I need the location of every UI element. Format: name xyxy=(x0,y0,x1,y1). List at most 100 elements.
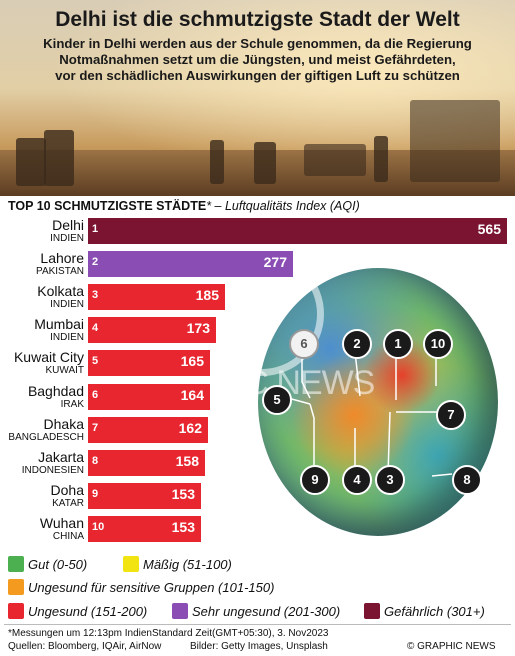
legend-item-ungesund: Ungesund (151-200) xyxy=(8,603,147,619)
photo-bus xyxy=(410,100,500,182)
bar: 5 165 xyxy=(88,350,210,376)
picture-credit: Bilder: Getty Images, Unsplash xyxy=(190,641,328,652)
country-name: INDIEN xyxy=(50,233,84,244)
legend-item-ungesund-sensitive: Ungesund für sensitive Gruppen (101-150) xyxy=(8,579,274,595)
legend-swatch xyxy=(172,603,188,619)
divider xyxy=(4,624,511,625)
photo-car xyxy=(304,144,366,176)
legend-swatch xyxy=(123,556,139,572)
bar-rank: 7 xyxy=(92,422,99,434)
legend-label: Ungesund für sensitive Gruppen (101-150) xyxy=(28,580,275,595)
city-label: Baghdad IRAK xyxy=(0,383,84,411)
legend-label: Gefährlich (301+) xyxy=(384,604,485,619)
chart-header-title: TOP 10 SCHMUTZIGSTE STÄDTE xyxy=(8,199,207,213)
bar: 2 277 xyxy=(88,251,293,277)
map-marker: 7 xyxy=(436,400,466,430)
bar-value: 164 xyxy=(180,387,204,403)
legend-swatch xyxy=(8,556,24,572)
city-label: Mumbai INDIEN xyxy=(0,316,84,344)
bar-rank: 2 xyxy=(92,256,99,268)
bar-value: 158 xyxy=(175,453,199,469)
bar-rank: 1 xyxy=(92,223,99,235)
photo-motorbike-rider xyxy=(16,138,46,186)
country-name: IRAK xyxy=(60,399,84,410)
city-name: Wuhan xyxy=(39,515,84,531)
bar: 9 153 xyxy=(88,483,201,509)
legend-item-maessig: Mäßig (51-100) xyxy=(123,556,232,572)
legend-swatch xyxy=(8,603,24,619)
legend-item-gut: Gut (0-50) xyxy=(8,556,87,572)
city-label: Kuwait City KUWAIT xyxy=(0,349,84,377)
city-label: Kolkata INDIEN xyxy=(0,283,84,311)
bar-rank: 10 xyxy=(92,521,105,533)
map-marker: 6 xyxy=(289,329,319,359)
map-marker: 8 xyxy=(452,465,482,495)
country-name: BANGLADESCH xyxy=(8,432,84,443)
legend-label: Ungesund (151-200) xyxy=(28,604,148,619)
bar-rank: 3 xyxy=(92,289,99,301)
subtitle-line: vor den schädlichen Auswirkungen der gif… xyxy=(55,68,460,83)
legend-label: Gut (0-50) xyxy=(28,557,88,572)
bar-rank: 9 xyxy=(92,488,99,500)
subtitle-line: Kinder in Delhi werden aus der Schule ge… xyxy=(43,36,472,51)
bar: 3 185 xyxy=(88,284,225,310)
country-name: INDIEN xyxy=(50,332,84,343)
bar: 10 153 xyxy=(88,516,201,542)
bar-value: 153 xyxy=(171,519,195,535)
page-title: Delhi ist die schmutzigste Stadt der Wel… xyxy=(55,8,460,31)
bar: 1 565 xyxy=(88,218,507,244)
city-label: Lahore PAKISTAN xyxy=(0,250,84,278)
map-marker: 10 xyxy=(423,329,453,359)
subtitle-line: Notmaßnahmen setzt um die Jüngsten, und … xyxy=(59,52,456,67)
sources: Quellen: Bloomberg, IQAir, AirNow xyxy=(8,641,162,652)
bar-value: 565 xyxy=(477,221,501,237)
bar-rank: 8 xyxy=(92,455,99,467)
chart-header-subtitle: * – Luftqualitäts Index (AQI) xyxy=(206,199,360,213)
bar-value: 185 xyxy=(195,287,219,303)
city-name: Baghdad xyxy=(27,383,84,399)
city-name: Doha xyxy=(50,482,84,498)
country-name: INDONESIEN xyxy=(21,465,84,476)
footnote: *Messungen um 12:13pm IndienStandard Zei… xyxy=(8,628,329,639)
subtitle: Kinder in Delhi werden aus der Schule ge… xyxy=(10,36,505,84)
bar-value: 165 xyxy=(180,353,204,369)
city-name: Kuwait City xyxy=(13,349,84,365)
legend-item-gefaehrlich: Gefährlich (301+) xyxy=(364,603,485,619)
photo-pedestrian xyxy=(374,136,388,182)
map-marker: 3 xyxy=(375,465,405,495)
chart-header: TOP 10 SCHMUTZIGSTE STÄDTE* – Luftqualit… xyxy=(8,199,360,213)
bar-rank: 5 xyxy=(92,355,99,367)
legend-swatch xyxy=(8,579,24,595)
bar: 6 164 xyxy=(88,384,210,410)
city-label: Jakarta INDONESIEN xyxy=(0,450,84,477)
bar: 8 158 xyxy=(88,450,205,476)
country-name: PAKISTAN xyxy=(36,266,84,277)
photo-rider xyxy=(254,142,276,184)
city-name: Dhaka xyxy=(43,416,84,432)
map-marker: 1 xyxy=(383,329,413,359)
bar-value: 173 xyxy=(186,320,210,336)
city-label: Dhaka BANGLADESCH xyxy=(0,416,84,444)
legend-item-sehr-ungesund: Sehr ungesund (201-300) xyxy=(172,603,340,619)
country-name: KATAR xyxy=(52,498,84,509)
bar: 4 173 xyxy=(88,317,216,343)
copyright-credit: © GRAPHIC NEWS xyxy=(407,641,496,652)
bar-value: 153 xyxy=(171,486,195,502)
photo-pedestrian xyxy=(210,140,224,184)
city-label: Wuhan CHINA xyxy=(0,515,84,543)
country-name: KUWAIT xyxy=(45,365,84,376)
legend-label: Sehr ungesund (201-300) xyxy=(192,604,341,619)
city-name: Lahore xyxy=(40,250,84,266)
bar-value: 162 xyxy=(178,420,202,436)
map-marker: 2 xyxy=(342,329,372,359)
hero-photo xyxy=(0,0,515,196)
map-marker: 4 xyxy=(342,465,372,495)
bar-rank: 4 xyxy=(92,322,99,334)
city-name: Delhi xyxy=(52,217,84,233)
bar-rank: 6 xyxy=(92,389,99,401)
map-marker: 9 xyxy=(300,465,330,495)
city-name: Mumbai xyxy=(34,316,84,332)
country-name: CHINA xyxy=(52,531,84,542)
city-name: Kolkata xyxy=(37,283,84,299)
